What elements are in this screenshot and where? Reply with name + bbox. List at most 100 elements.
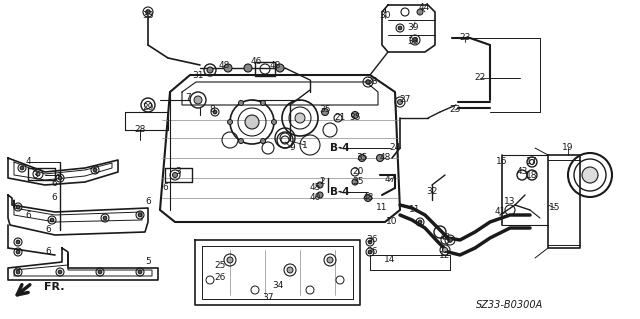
Text: 37: 37: [262, 293, 274, 302]
Circle shape: [146, 10, 150, 14]
Circle shape: [317, 192, 323, 198]
Circle shape: [368, 250, 372, 254]
Circle shape: [260, 138, 266, 144]
Text: 6: 6: [25, 211, 31, 219]
Circle shape: [295, 113, 305, 123]
Circle shape: [376, 154, 383, 161]
Circle shape: [276, 64, 284, 72]
Text: 23: 23: [449, 106, 461, 115]
Text: 15: 15: [549, 204, 561, 212]
Text: 6: 6: [51, 194, 57, 203]
Text: 20: 20: [352, 167, 364, 176]
Text: 42: 42: [440, 234, 451, 242]
Text: FR.: FR.: [44, 282, 65, 292]
Text: SZ33-B0300A: SZ33-B0300A: [476, 300, 543, 310]
Circle shape: [227, 120, 232, 124]
Text: 27: 27: [399, 95, 411, 105]
Circle shape: [98, 270, 102, 274]
Text: 28: 28: [134, 125, 146, 135]
Text: 41: 41: [494, 207, 506, 217]
Text: 30: 30: [380, 11, 391, 19]
Circle shape: [397, 100, 403, 105]
Circle shape: [16, 205, 20, 209]
Text: 40: 40: [309, 194, 321, 203]
Circle shape: [368, 240, 372, 244]
Text: 2: 2: [319, 177, 325, 187]
Text: 17: 17: [526, 158, 538, 167]
Text: 35: 35: [356, 153, 368, 162]
Text: 25: 25: [214, 261, 226, 270]
Text: 14: 14: [384, 256, 396, 264]
Circle shape: [213, 110, 217, 114]
Text: 3: 3: [32, 170, 38, 180]
Text: 6: 6: [45, 226, 51, 234]
Text: 26: 26: [214, 273, 226, 283]
Circle shape: [442, 248, 447, 253]
Text: 35: 35: [352, 177, 364, 187]
Text: 45: 45: [309, 183, 321, 192]
Text: 35: 35: [319, 106, 331, 115]
Text: 34: 34: [272, 280, 284, 290]
Circle shape: [138, 270, 142, 274]
Text: 18: 18: [526, 170, 538, 180]
Circle shape: [287, 267, 293, 273]
Circle shape: [358, 154, 365, 161]
Text: 13: 13: [504, 197, 516, 206]
Circle shape: [239, 100, 243, 106]
Circle shape: [58, 270, 62, 274]
Circle shape: [58, 176, 62, 180]
Text: 9: 9: [289, 144, 295, 152]
Circle shape: [244, 64, 252, 72]
Text: 21: 21: [334, 114, 346, 122]
Circle shape: [239, 138, 243, 144]
Circle shape: [448, 238, 452, 242]
Text: 7: 7: [185, 93, 191, 102]
Text: 5: 5: [145, 257, 151, 266]
Circle shape: [173, 173, 177, 177]
Text: 23: 23: [460, 33, 470, 42]
Text: 6: 6: [45, 248, 51, 256]
Circle shape: [321, 108, 328, 115]
Circle shape: [260, 100, 266, 106]
Text: 32: 32: [426, 188, 438, 197]
Text: 48: 48: [362, 194, 374, 203]
Circle shape: [365, 195, 371, 202]
Text: 10: 10: [387, 218, 397, 226]
Text: 24: 24: [389, 144, 401, 152]
Text: 48: 48: [218, 61, 230, 70]
Circle shape: [271, 120, 276, 124]
Circle shape: [138, 213, 142, 217]
Text: 22: 22: [474, 73, 486, 83]
Text: 11: 11: [409, 205, 420, 214]
Circle shape: [365, 80, 371, 84]
Text: B-4: B-4: [330, 143, 350, 153]
Circle shape: [418, 220, 422, 224]
Text: 31: 31: [192, 70, 204, 79]
Text: 11: 11: [376, 204, 388, 212]
Text: 36: 36: [366, 235, 378, 244]
Circle shape: [224, 64, 232, 72]
Circle shape: [398, 26, 402, 30]
Circle shape: [227, 257, 233, 263]
Circle shape: [50, 218, 54, 222]
Circle shape: [36, 172, 40, 176]
Text: 44: 44: [419, 4, 429, 12]
Circle shape: [413, 38, 417, 42]
Circle shape: [93, 168, 97, 172]
Text: 4: 4: [25, 158, 31, 167]
Text: 39: 39: [407, 24, 419, 33]
Text: 38: 38: [366, 78, 378, 86]
Circle shape: [103, 216, 107, 220]
Text: B-4: B-4: [330, 187, 350, 197]
Text: 29: 29: [142, 103, 154, 113]
Text: 33: 33: [142, 11, 154, 19]
Text: 36: 36: [366, 248, 378, 256]
Circle shape: [16, 270, 20, 274]
Circle shape: [327, 257, 333, 263]
Text: 16: 16: [496, 158, 508, 167]
Text: 6: 6: [145, 197, 151, 206]
Circle shape: [245, 115, 259, 129]
Circle shape: [20, 166, 24, 170]
Text: 46: 46: [250, 57, 262, 66]
Circle shape: [582, 167, 598, 183]
